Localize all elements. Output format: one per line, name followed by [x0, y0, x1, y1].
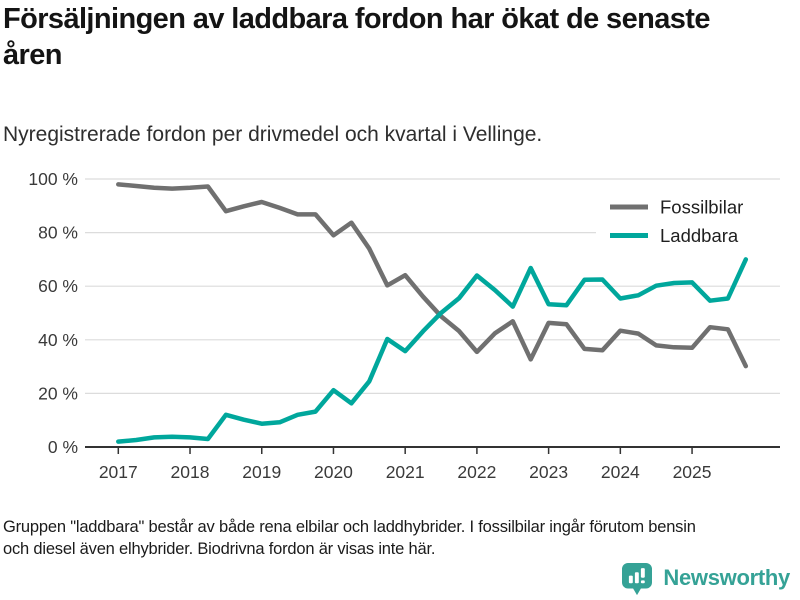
y-tick-label: 100 %	[28, 169, 78, 189]
chart-subtitle: Nyregistrerade fordon per drivmedel och …	[3, 123, 543, 146]
x-tick-label: 2018	[171, 462, 210, 482]
footnote-line-2: och diesel även elhybrider. Biodrivna fo…	[3, 539, 436, 558]
axis-layer: 0 % 20 % 40 % 60 % 80 % 100 % 2017 2018 2019 2020…	[28, 169, 780, 482]
bar-medium	[635, 572, 640, 584]
legend-label-laddbara: Laddbara	[660, 225, 739, 246]
series-line-fossilbilar	[116, 182, 749, 369]
y-tick-label: 40 %	[38, 330, 78, 350]
newsworthy-logo: Newsworthy	[619, 560, 790, 596]
legend-background	[596, 185, 788, 251]
newsworthy-wordmark: Newsworthy	[663, 565, 790, 590]
footnote-line-1: Gruppen "laddbara" består av både rena e…	[3, 518, 696, 536]
x-tick-label: 2022	[457, 462, 496, 482]
bar-chart-speech-bubble-icon	[622, 563, 653, 596]
x-tick-label: 2020	[314, 462, 353, 482]
legend-label-fossilbilar: Fossilbilar	[660, 197, 743, 218]
x-tick-label: 2024	[601, 462, 640, 482]
x-tick-label: 2021	[386, 462, 425, 482]
x-tick-label: 2019	[242, 462, 281, 482]
chart-title: Försäljningen av laddbara fordon har öka…	[3, 3, 710, 71]
x-tick-label: 2017	[99, 462, 138, 482]
chart-footnote: Gruppen "laddbara" består av både rena e…	[3, 517, 795, 561]
line-chart: 0 % 20 % 40 % 60 % 80 % 100 % 2017 2018 2019 2020…	[28, 169, 788, 482]
y-tick-label: 80 %	[38, 223, 78, 243]
series-line-laddbara	[116, 257, 749, 444]
legend: Fossilbilar Laddbara	[596, 185, 788, 251]
y-tick-label: 60 %	[38, 276, 78, 296]
x-tick-label: 2023	[529, 462, 568, 482]
x-tick-label: 2025	[673, 462, 712, 482]
exclamation-dot	[641, 580, 646, 584]
series-layer	[116, 182, 749, 444]
bar-small	[629, 575, 634, 584]
y-tick-label: 20 %	[38, 383, 78, 403]
exclamation-bar	[641, 568, 646, 578]
y-tick-label: 0 %	[48, 437, 78, 457]
